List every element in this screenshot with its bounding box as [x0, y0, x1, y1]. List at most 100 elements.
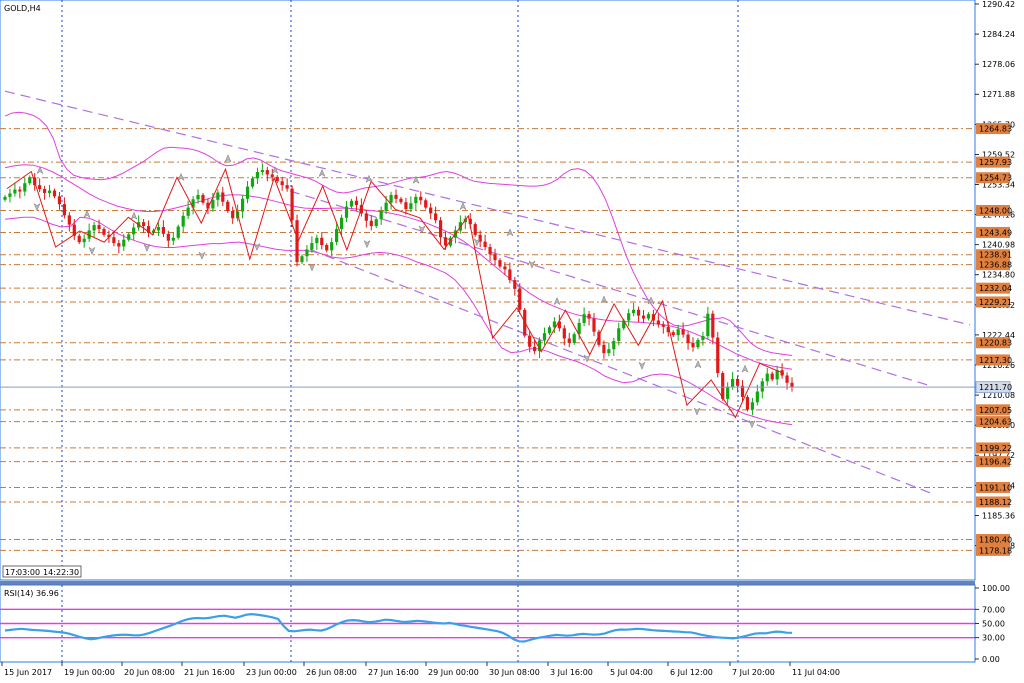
candle-body	[290, 188, 294, 221]
level-tag-box	[976, 442, 1010, 454]
down-fractal-icon	[363, 239, 371, 249]
time-tick-label: 5 Jul 04:00	[610, 668, 653, 677]
time-axis[interactable]: 15 Jun 2017 19 Jun 00:00 20 Jun 08:00 21 Ju…	[1, 662, 840, 677]
candle-body	[726, 386, 730, 399]
price-tick-label: 1284.24	[982, 30, 1015, 39]
candle-body	[320, 237, 324, 246]
level-tag-label: 1204.63	[979, 418, 1012, 427]
level-tag-label: 1199.22	[979, 444, 1012, 453]
candle-body	[156, 227, 161, 231]
candle-body	[315, 237, 319, 244]
candle-body	[775, 370, 779, 380]
candle-body	[587, 314, 591, 319]
level-tag-box	[976, 496, 1010, 508]
level-tag-label: 1238.91	[979, 251, 1012, 260]
candle-body	[612, 340, 616, 350]
lower-band	[4, 216, 793, 426]
candle-body	[349, 200, 354, 207]
up-fractal-icon	[36, 165, 44, 175]
level-tag-box	[976, 156, 1010, 168]
candle-body	[721, 373, 725, 399]
candle-body	[691, 342, 695, 348]
candle-body	[57, 196, 62, 205]
candle-body	[295, 220, 299, 263]
up-fractal-icon	[83, 209, 91, 219]
down-fractal-icon	[253, 242, 261, 252]
candle-body	[706, 313, 710, 337]
candle-body	[330, 242, 334, 251]
candle-body	[533, 346, 537, 352]
candle-body	[602, 344, 606, 354]
candle-body	[77, 235, 81, 243]
candle-body	[572, 334, 576, 343]
candle-body	[513, 280, 517, 289]
candle-body	[409, 203, 413, 210]
time-tick-label: 15 Jun 2017	[4, 668, 52, 677]
candle-body	[473, 224, 477, 235]
candle-body	[117, 243, 121, 247]
time-tick-label: 3 Jul 16:00	[550, 668, 593, 677]
candle-body	[52, 190, 57, 197]
candle-body	[528, 335, 532, 347]
session-tags: 17: 03:00 14: 22:30	[2, 565, 82, 578]
candle-body	[112, 237, 116, 244]
candle-body	[755, 391, 759, 403]
candle-body	[107, 234, 111, 238]
down-fractal-icon	[143, 243, 151, 253]
candle-body	[216, 192, 220, 200]
candle-body	[300, 256, 304, 263]
candle-body	[785, 375, 789, 383]
time-tick-label: 20 Jun 08:00	[124, 668, 175, 677]
candle-body	[181, 215, 185, 227]
up-fractal-icon	[177, 172, 185, 182]
time-tick-label: 11 Jul 04:00	[792, 668, 840, 677]
candle-body	[8, 193, 12, 197]
time-tick-label: 21 Jun 16:00	[184, 668, 235, 677]
down-fractal-icon	[748, 419, 756, 429]
up-fractal-icon	[130, 211, 138, 221]
candle-body	[716, 337, 720, 374]
up-fractal-icon	[459, 201, 467, 211]
candle-body	[42, 189, 47, 193]
candle-body	[790, 382, 794, 388]
candle-body	[28, 177, 32, 184]
level-tag-label: 1243.49	[979, 228, 1012, 237]
up-fractal-icon	[224, 154, 232, 163]
candle-body	[646, 314, 651, 319]
candle-body	[493, 254, 497, 261]
price-chart[interactable]: GOLD,H4 17: 03:00 14: 22:30	[0, 0, 976, 581]
candle-body	[260, 170, 264, 173]
candle-body	[141, 222, 146, 227]
candle-body	[711, 313, 715, 338]
level-tag-box	[976, 456, 1010, 468]
down-fractal-icon	[308, 263, 316, 272]
session-tag: 22:30	[56, 568, 79, 577]
up-fractal-icon	[600, 295, 608, 304]
candle-body	[686, 334, 690, 343]
candle-body	[508, 269, 512, 281]
candle-body	[211, 199, 215, 209]
level-tag-label: 1196.42	[979, 458, 1012, 467]
candle-body	[661, 324, 665, 327]
candle-body	[434, 213, 438, 221]
pane-splitter[interactable]	[0, 581, 975, 585]
rsi-pane[interactable]: RSI(14) 36.96	[0, 584, 976, 663]
candle-body	[681, 329, 685, 335]
up-fractal-icon	[412, 175, 420, 185]
time-tick-label: 19 Jun 00:00	[64, 668, 115, 677]
candle-body	[38, 185, 42, 190]
level-tag-box	[976, 404, 1010, 416]
session-tag: 03:00	[17, 568, 40, 577]
rsi-title: RSI(14) 36.96	[4, 589, 59, 598]
candle-body	[265, 170, 269, 175]
candle-body	[731, 378, 735, 387]
up-fractal-icon	[318, 168, 326, 178]
candle-body	[127, 234, 131, 240]
price-chart-frame	[0, 0, 976, 581]
level-tag-box	[976, 481, 1010, 493]
upper-band	[4, 111, 793, 356]
level-tag-label: 1188.12	[979, 498, 1012, 507]
down-fractal-icon	[88, 246, 96, 256]
level-tag-box	[976, 416, 1010, 428]
level-tag-label: 1217.30	[979, 356, 1012, 365]
